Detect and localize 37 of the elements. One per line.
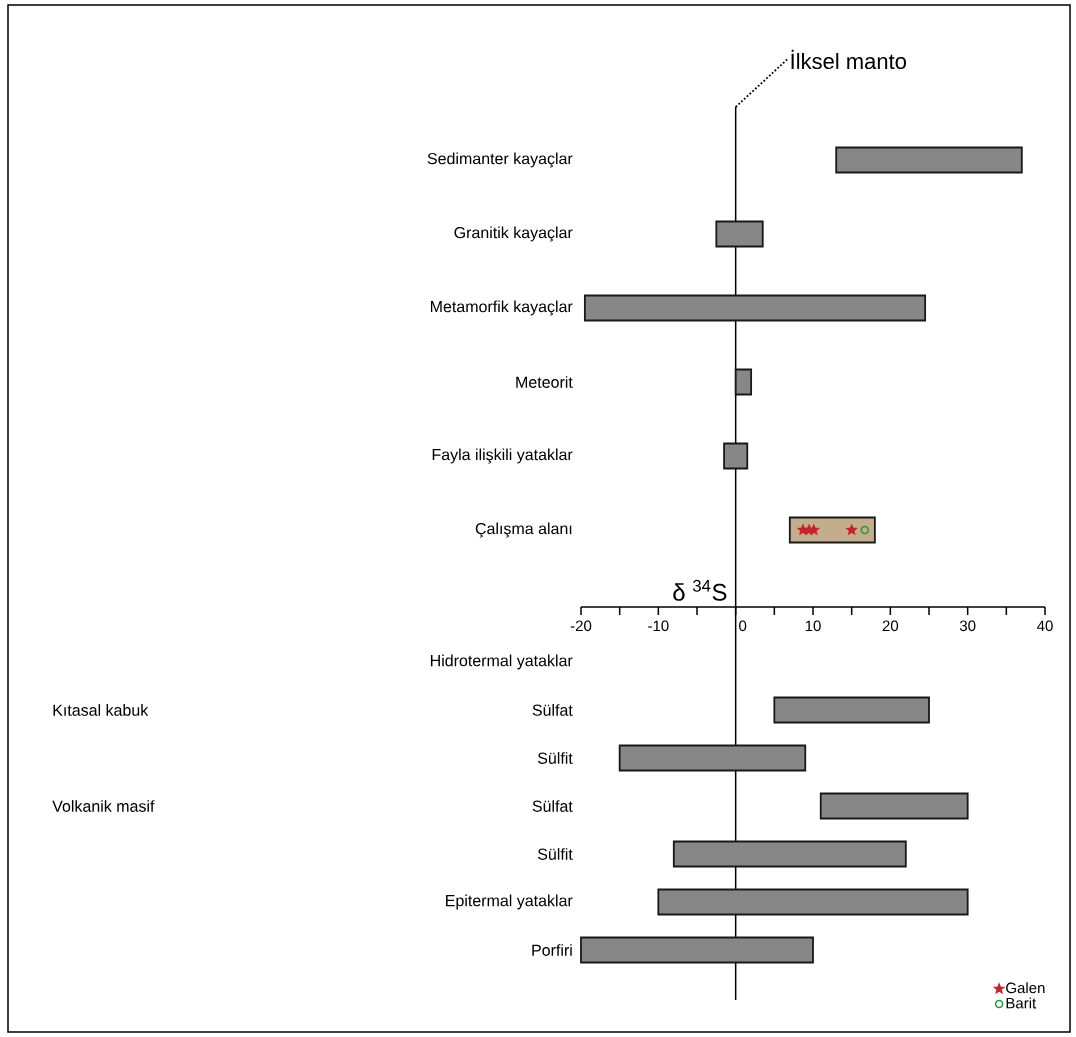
ref-line-label: İlksel manto — [791, 49, 906, 70]
x-tick-label: 0 — [739, 620, 747, 632]
y-tick-label: Hidrotermal yataklar — [430, 654, 573, 670]
y-tick-label: Sülfit — [537, 752, 573, 764]
bar — [819, 792, 969, 820]
bar — [715, 220, 764, 248]
x-axis-title: δ $^{34}$S — [673, 579, 727, 601]
y-tick-label: Epitermal yataklar — [446, 894, 573, 910]
legend-label: Galen — [1006, 982, 1045, 994]
y-tick-label: Metamorfik kayaçlar — [430, 300, 573, 316]
y-tick-label: Sülfat — [532, 800, 573, 812]
text: Volkanik masif — [52, 800, 155, 812]
y-tick-label: Porfiri — [532, 944, 572, 956]
text: Kıtasal kabuk — [53, 704, 149, 716]
y-tick-label: Sülfit — [537, 848, 573, 860]
x-tick-label: 20 — [882, 620, 899, 632]
y-tick-label: Meteorit — [516, 376, 573, 388]
bar — [773, 696, 930, 724]
y-tick-label: Granitik kayaçlar — [454, 226, 573, 242]
x-tick-label: 10 — [805, 620, 821, 632]
x-tick-label: -10 — [648, 620, 669, 632]
bar — [583, 294, 927, 322]
x-tick-label: 40 — [1037, 620, 1053, 632]
bar — [618, 744, 807, 772]
y-tick-label: Çalışma alanı — [475, 522, 572, 538]
bar — [723, 442, 749, 470]
y-tick-label: Fayla ilişkili yataklar — [432, 448, 573, 464]
bar — [657, 888, 969, 916]
bar — [672, 840, 907, 868]
bar — [734, 368, 753, 396]
bar — [580, 936, 814, 964]
legend-label: Barit — [1006, 997, 1037, 1009]
y-tick-label: Sülfat — [532, 704, 573, 716]
bar — [835, 146, 1023, 174]
x-tick-label: -20 — [570, 620, 592, 632]
x-tick-label: 30 — [959, 620, 976, 632]
y-tick-label: Sedimanter kayaçlar — [427, 152, 573, 168]
